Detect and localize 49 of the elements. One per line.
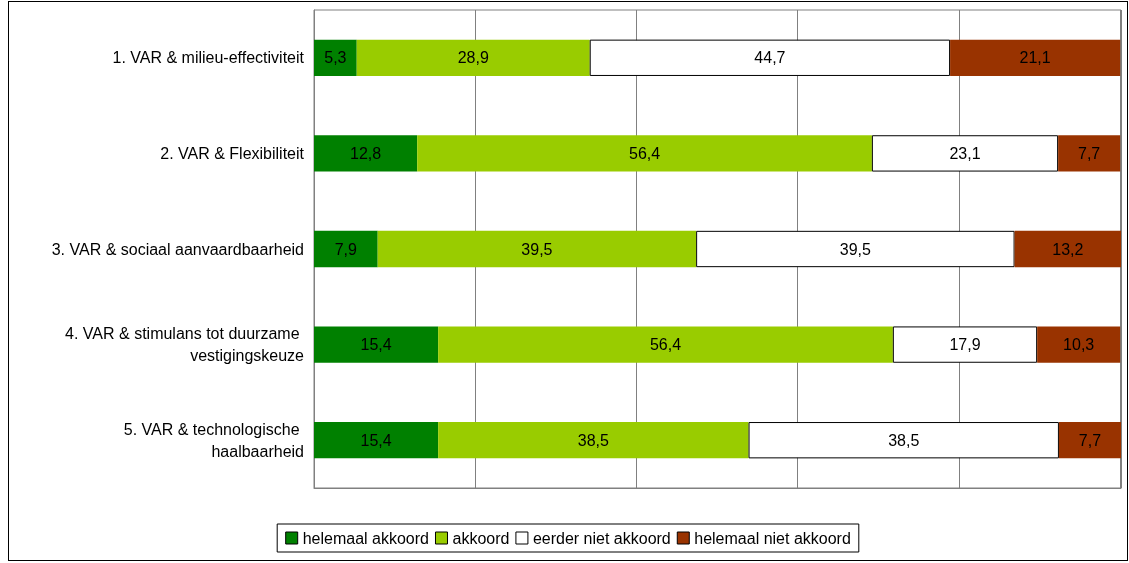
bar xyxy=(438,422,749,459)
legend-label: akkoord xyxy=(452,529,510,547)
data-label: 23,1 xyxy=(949,144,981,162)
bar xyxy=(696,230,1015,268)
data-label: 39,5 xyxy=(839,240,872,258)
data-label: 28,9 xyxy=(457,49,489,67)
bar xyxy=(950,39,1121,76)
data-label: 5,3 xyxy=(324,49,347,67)
data-label: 56,4 xyxy=(628,144,661,162)
bar xyxy=(438,326,893,363)
data-label: 39,5 xyxy=(521,240,553,258)
bar xyxy=(1037,326,1121,363)
data-label: 15,4 xyxy=(360,336,392,354)
data-label: 56,4 xyxy=(649,336,682,354)
data-label: 7,9 xyxy=(334,240,358,258)
bar xyxy=(589,39,951,76)
data-label: 7,7 xyxy=(1078,431,1102,449)
data-label: 17,9 xyxy=(949,336,981,354)
data-label: 15,4 xyxy=(360,431,392,449)
data-label: 44,7 xyxy=(754,49,786,67)
bar xyxy=(314,39,357,76)
legend-label: helemaal akkoord xyxy=(302,529,429,547)
bar xyxy=(1058,135,1121,172)
y-tick-label: 1. VAR & milieu-effectiviteit xyxy=(112,49,305,67)
legend-label: eerder niet akkoord xyxy=(532,529,671,547)
bar xyxy=(871,135,1059,172)
bar xyxy=(748,422,1059,459)
data-label: 7,7 xyxy=(1078,144,1101,162)
bar xyxy=(377,230,697,268)
bar xyxy=(314,230,378,268)
data-label: 10,3 xyxy=(1063,336,1095,354)
data-label: 21,1 xyxy=(1019,49,1051,67)
data-label: 13,2 xyxy=(1052,240,1084,258)
data-label: 12,8 xyxy=(350,144,382,162)
y-tick-label: 5. VAR & technologische haalbaarheid xyxy=(123,420,304,460)
bar xyxy=(356,39,590,76)
bar xyxy=(1058,422,1121,459)
bar xyxy=(314,422,439,459)
bar xyxy=(314,135,418,172)
y-tick-label: 4. VAR & stimulans tot duurzame vestigingskeuze xyxy=(65,325,305,365)
y-tick-label: 2. VAR & Flexibiliteit xyxy=(160,144,305,162)
y-tick-label: 3. VAR & sociaal aanvaardbaarheid xyxy=(51,240,304,258)
data-label: 38,5 xyxy=(888,431,920,449)
bar xyxy=(314,326,439,363)
data-label: 38,5 xyxy=(577,431,610,449)
legend-label: helemaal niet akkoord xyxy=(694,529,851,547)
bar xyxy=(417,135,872,172)
bar xyxy=(892,326,1038,363)
bar xyxy=(1014,230,1121,268)
